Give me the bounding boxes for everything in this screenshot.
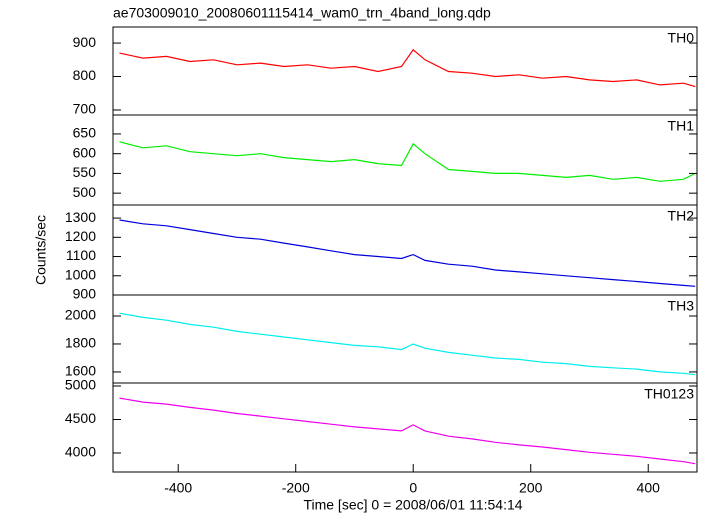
y-tick-label: 1100 — [66, 247, 96, 263]
y-tick-label: 700 — [73, 101, 97, 117]
panel-label: TH0123 — [644, 386, 694, 402]
x-tick-label: -200 — [282, 480, 310, 496]
x-tick-label: 400 — [637, 480, 661, 496]
y-tick-label: 5000 — [65, 377, 96, 393]
x-tick-label: 200 — [519, 480, 543, 496]
panel-frame — [112, 204, 698, 296]
panel-frame — [112, 382, 698, 473]
y-tick-label: 1200 — [65, 228, 96, 244]
x-tick-label: -400 — [164, 480, 192, 496]
chart-title: ae703009010_20080601115414_wam0_trn_4ban… — [113, 5, 491, 21]
light-curve — [119, 141, 696, 182]
panel-label: TH3 — [668, 298, 695, 314]
light-curve — [119, 48, 696, 88]
panel-label: TH0 — [668, 30, 695, 46]
y-tick-label: 4500 — [65, 410, 96, 426]
y-tick-label: 800 — [73, 67, 97, 83]
panel-frame — [112, 26, 698, 116]
y-tick-label: 900 — [73, 34, 97, 50]
y-tick-label: 900 — [73, 286, 97, 302]
y-tick-label: 650 — [73, 125, 97, 141]
y-tick-label: 600 — [73, 144, 97, 160]
panel-frame — [112, 294, 698, 384]
panel-label: TH1 — [668, 118, 695, 134]
y-axis-label: Counts/sec — [33, 215, 49, 285]
y-tick-label: 2000 — [65, 307, 96, 323]
light-curve — [119, 219, 696, 287]
x-axis-label: Time [sec] 0 = 2008/06/01 11:54:14 — [303, 497, 522, 513]
panel-label: TH2 — [668, 208, 695, 224]
y-tick-label: 1300 — [65, 209, 96, 225]
y-tick-label: 1000 — [65, 266, 96, 282]
y-tick-label: 1800 — [65, 335, 96, 351]
y-tick-label: 4000 — [65, 444, 96, 460]
y-tick-label: 550 — [73, 164, 97, 180]
light-curve — [119, 397, 696, 465]
light-curve — [119, 312, 696, 376]
y-tick-label: 500 — [73, 184, 97, 200]
x-tick-label: 0 — [409, 480, 417, 496]
y-tick-label: 1600 — [65, 363, 96, 379]
